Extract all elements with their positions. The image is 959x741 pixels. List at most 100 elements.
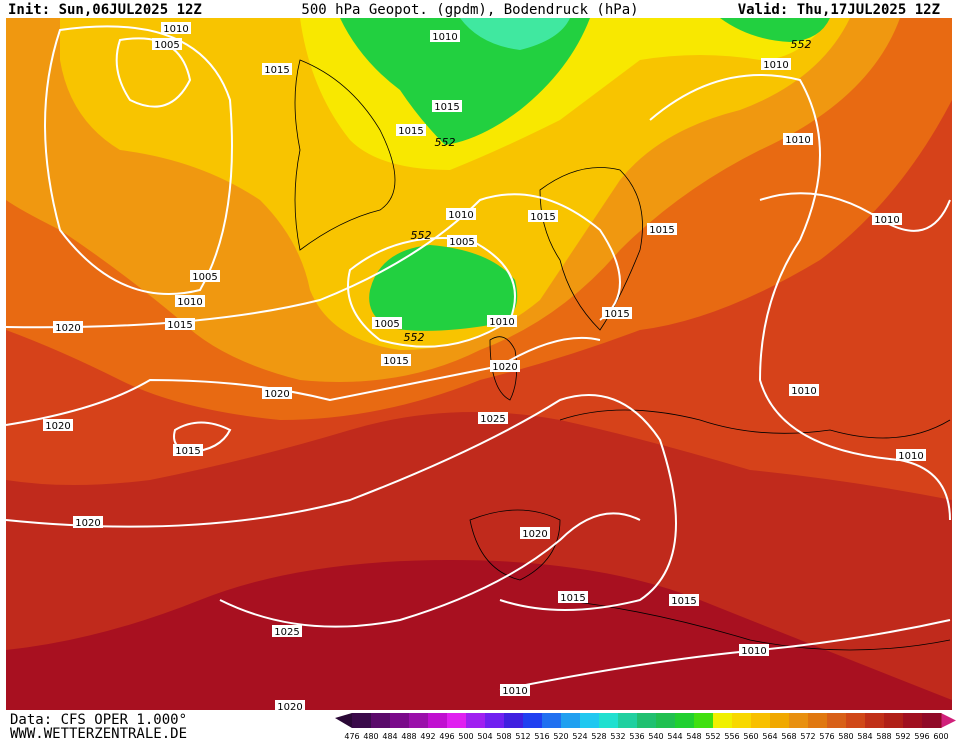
isobar-label-box <box>490 360 520 372</box>
isobar-label: 1015 <box>264 65 289 76</box>
colorbar-swatch <box>599 713 619 728</box>
map-title: 500 hPa Geopot. (gpdm), Bodendruck (hPa) <box>301 2 638 18</box>
isobar-label: 1015 <box>560 593 585 604</box>
isobar-label: 1010 <box>489 317 514 328</box>
isobar-label-box <box>602 307 632 319</box>
colorbar-label: 536 <box>629 732 644 741</box>
isobar-label: 1010 <box>741 646 766 657</box>
colorbar-label: 584 <box>857 732 872 741</box>
coast-britain <box>489 336 518 401</box>
isobar-label: 1020 <box>55 323 80 334</box>
isobar-label-box <box>446 208 476 220</box>
colorbar-swatch <box>466 713 486 728</box>
isobar-label-box <box>783 133 813 145</box>
isobar-label: 1010 <box>448 210 473 221</box>
isobar-label: 1010 <box>502 686 527 697</box>
isobar-label: 1005 <box>374 319 399 330</box>
colorbar-label: 512 <box>515 732 530 741</box>
colorbar-swatch <box>770 713 790 728</box>
isobar <box>5 394 677 611</box>
isobar-label: 1005 <box>154 40 179 51</box>
isobar-label-box <box>275 700 305 712</box>
colorbar-swatch <box>846 713 866 728</box>
isobar-label-box <box>430 30 460 42</box>
map <box>5 18 956 728</box>
isobar-label: 1015 <box>175 446 200 457</box>
isobar-label-box <box>647 223 677 235</box>
isobar-label-box <box>381 354 411 366</box>
isobar-label-box <box>262 63 292 75</box>
isobar-label: 1020 <box>264 389 289 400</box>
colorbar-swatch <box>903 713 923 728</box>
colorbar-label: 476 <box>344 732 359 741</box>
colorbar-swatch <box>561 713 581 728</box>
isobar-label: 1015 <box>671 596 696 607</box>
colorbar-label: 592 <box>895 732 910 741</box>
isobar-label: 1010 <box>898 451 923 462</box>
isobar-label: 1015 <box>604 309 629 320</box>
field-cyan <box>460 18 570 50</box>
field-green-2 <box>720 18 830 42</box>
isobar-label-box <box>520 527 550 539</box>
colorbar-label: 508 <box>496 732 511 741</box>
geopotential-label: 552 <box>404 331 425 344</box>
colorbar-label: 572 <box>800 732 815 741</box>
isobar-label-box <box>272 625 302 637</box>
site: WWW.WETTERZENTRALE.DE <box>10 726 187 741</box>
isobar-label-box <box>173 444 203 456</box>
coast-iberia <box>469 509 561 581</box>
colorbar-left-arrow <box>335 713 352 728</box>
colorbar-swatch <box>485 713 505 728</box>
colorbar-label: 520 <box>553 732 568 741</box>
colorbar-swatch <box>884 713 904 728</box>
colorbar-label: 548 <box>686 732 701 741</box>
isobar-label-box <box>478 412 508 424</box>
isobar-label: 1020 <box>45 421 70 432</box>
colorbar-label: 576 <box>819 732 834 741</box>
colorbar-swatch <box>922 713 942 728</box>
colorbar-swatch <box>580 713 600 728</box>
colorbar-swatch <box>656 713 676 728</box>
isobar-label: 1010 <box>785 135 810 146</box>
isobar-label: 1010 <box>163 24 188 35</box>
isobar-label: 1010 <box>874 215 899 226</box>
init-text: Init: Sun,06JUL2025 12Z <box>8 2 202 18</box>
colorbar-label: 540 <box>648 732 663 741</box>
isobar-label: 1025 <box>480 414 505 425</box>
isobar-label: 1020 <box>492 362 517 373</box>
field-green-3 <box>369 245 518 331</box>
colorbar-label: 552 <box>705 732 720 741</box>
colorbar-right-arrow <box>941 713 956 728</box>
isobar-label: 1015 <box>167 320 192 331</box>
isobar-label: 1015 <box>383 356 408 367</box>
colorbar-swatch <box>713 713 733 728</box>
coast-europe <box>559 409 951 651</box>
isobar <box>5 336 601 426</box>
colorbar-swatch <box>675 713 695 728</box>
colorbar-label: 564 <box>762 732 777 741</box>
valid-text: Valid: Thu,17JUL2025 12Z <box>738 2 940 18</box>
colorbar-label: 480 <box>363 732 378 741</box>
isobar-label-box <box>528 210 558 222</box>
colorbar-label: 596 <box>914 732 929 741</box>
isobar-label-box <box>396 124 426 136</box>
colorbar-swatch <box>751 713 771 728</box>
isobar-label-box <box>175 295 205 307</box>
colorbar-label: 496 <box>439 732 454 741</box>
isobar-label-box <box>447 235 477 247</box>
colorbar-swatch <box>865 713 885 728</box>
isobar <box>219 512 641 628</box>
colorbar-swatch <box>618 713 638 728</box>
isobar-label-box <box>372 317 402 329</box>
colorbar-label: 556 <box>724 732 739 741</box>
isobar-label-box <box>53 321 83 333</box>
colorbar-swatch <box>637 713 657 728</box>
colorbar-swatch <box>523 713 543 728</box>
isobar-label-box <box>73 516 103 528</box>
isobar-label-box <box>262 387 292 399</box>
colorbar-label: 484 <box>382 732 397 741</box>
colorbar-label: 516 <box>534 732 549 741</box>
geopotential-label: 552 <box>435 136 456 149</box>
colorbar-swatch <box>789 713 809 728</box>
